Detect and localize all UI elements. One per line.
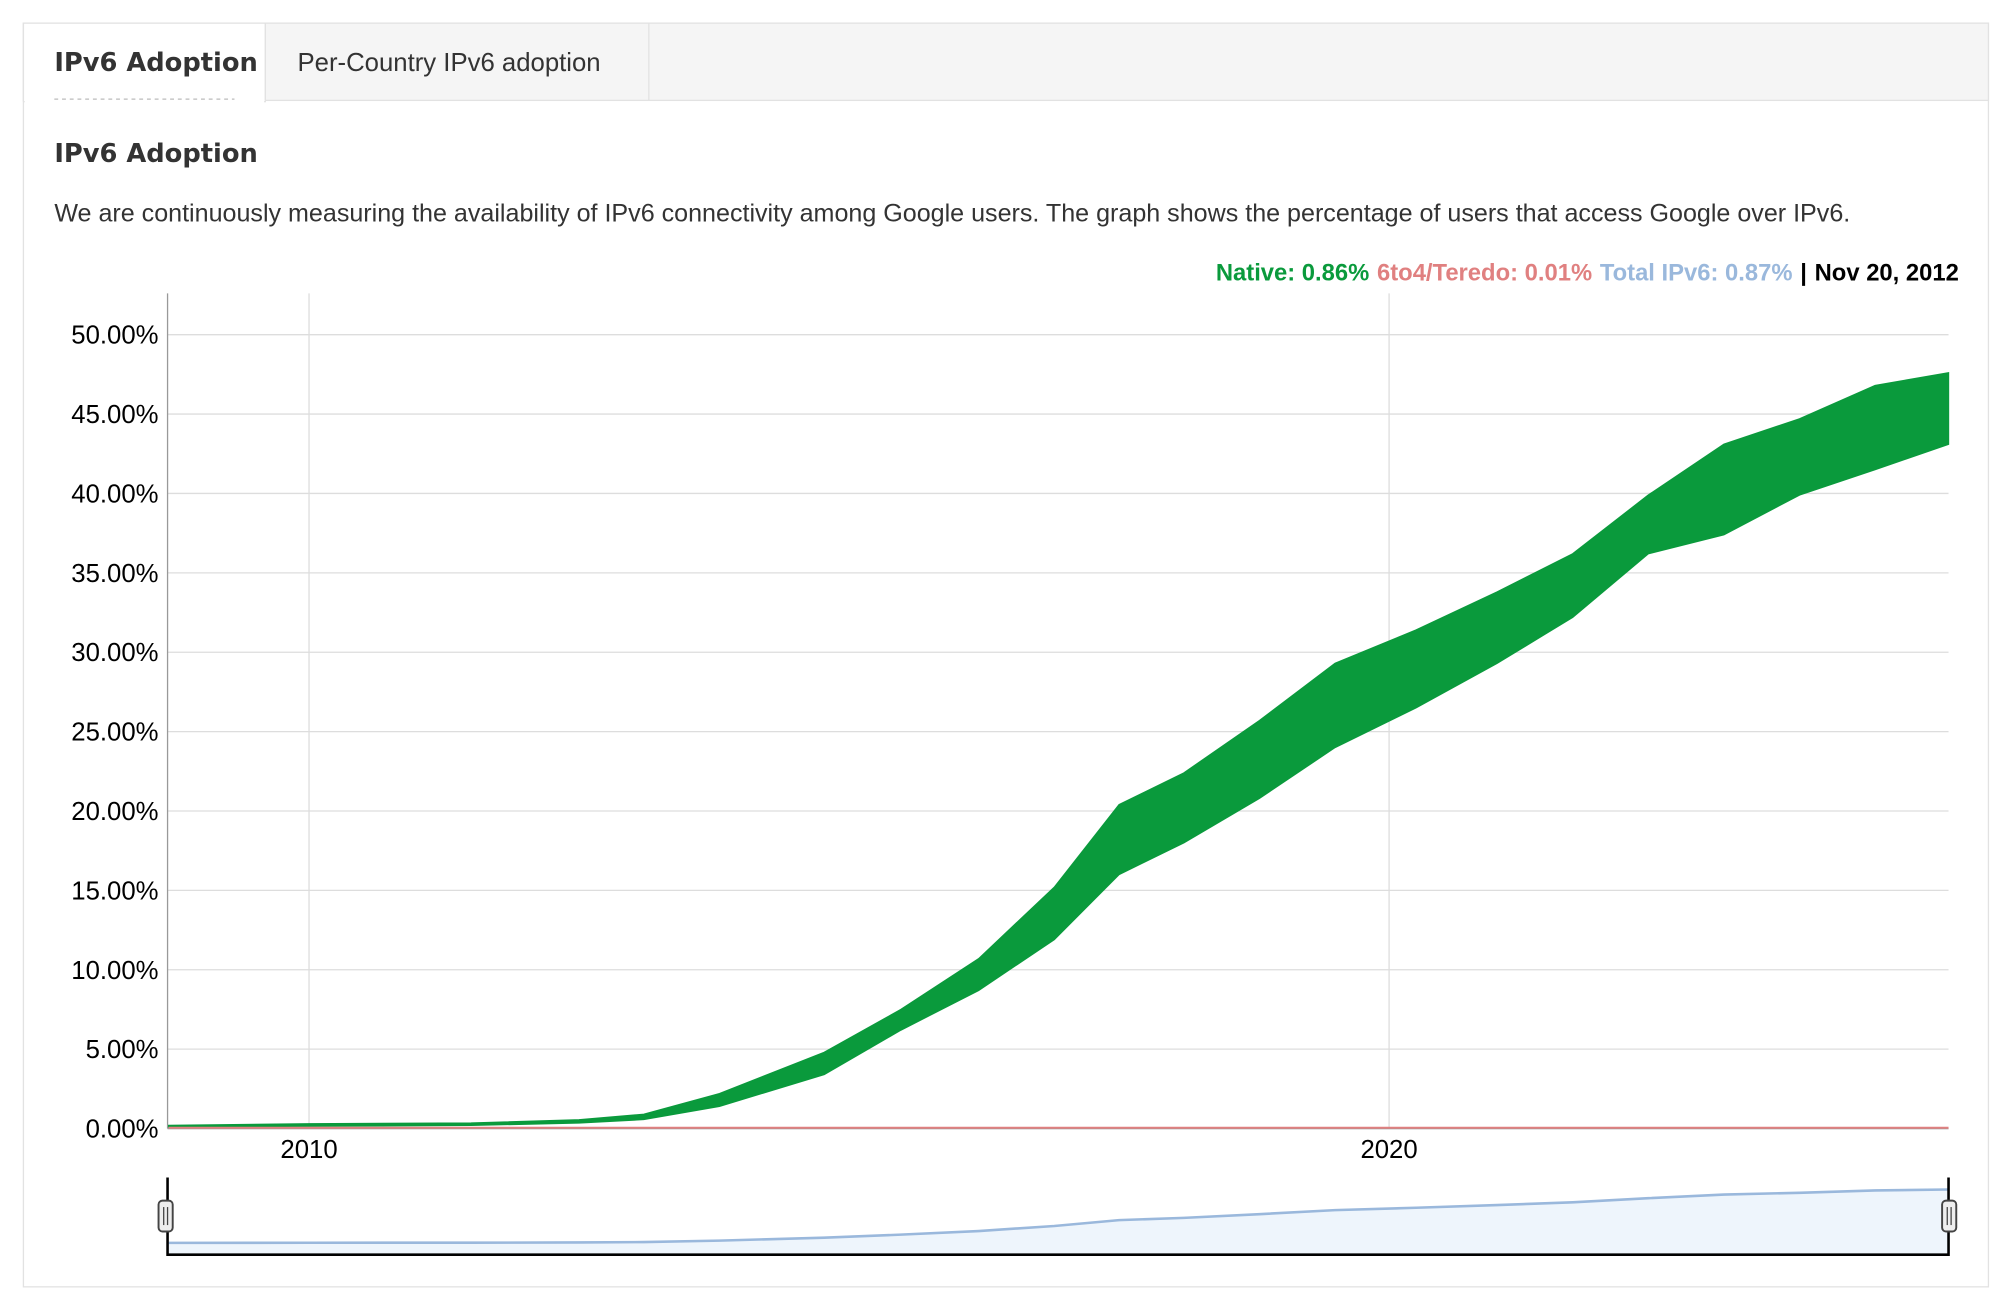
legend-separator: | bbox=[1800, 260, 1807, 287]
legend: Native: 0.86% 6to4/Teredo: 0.01% Total IPv… bbox=[1216, 260, 1959, 287]
navigator-line bbox=[168, 1188, 1949, 1245]
navigator-handle[interactable] bbox=[157, 1199, 174, 1233]
y-tick-label: 35.00% bbox=[71, 560, 158, 588]
description: We are continuously measuring the availa… bbox=[54, 199, 1850, 227]
y-tick-label: 50.00% bbox=[71, 322, 158, 350]
tab-label[interactable]: Per-Country IPv6 adoption bbox=[298, 49, 601, 77]
x-tick-label: 2010 bbox=[280, 1136, 337, 1164]
tab-active[interactable] bbox=[22, 22, 266, 103]
y-tick-label: 40.00% bbox=[71, 480, 158, 508]
tab-label[interactable]: IPv6 Adoption bbox=[54, 48, 258, 78]
band bbox=[167, 372, 1950, 1128]
y-tick-label: 10.00% bbox=[71, 957, 158, 985]
y-tick-label: 20.00% bbox=[71, 798, 158, 826]
x-tick-label: 2020 bbox=[1360, 1136, 1417, 1164]
panel bbox=[22, 22, 1990, 1288]
legend-item: Native: 0.86% bbox=[1216, 260, 1369, 287]
y-tick-label: 5.00% bbox=[86, 1036, 159, 1064]
y-tick-label: 25.00% bbox=[71, 719, 158, 747]
y-tick-label: 30.00% bbox=[71, 639, 158, 667]
y-tick-label: 15.00% bbox=[71, 877, 158, 905]
legend-item: Total IPv6: 0.87% bbox=[1600, 260, 1793, 287]
tab-join bbox=[24, 97, 265, 103]
tab-bar bbox=[22, 22, 1990, 102]
heading: IPv6 Adoption bbox=[54, 139, 258, 169]
y-tick-label: 45.00% bbox=[71, 401, 158, 429]
legend-item: 6to4/Teredo: 0.01% bbox=[1377, 260, 1592, 287]
y-tick-label: 0.00% bbox=[86, 1116, 159, 1144]
navigator-handle[interactable] bbox=[1941, 1199, 1958, 1233]
legend-date: Nov 20, 2012 bbox=[1815, 260, 1959, 287]
